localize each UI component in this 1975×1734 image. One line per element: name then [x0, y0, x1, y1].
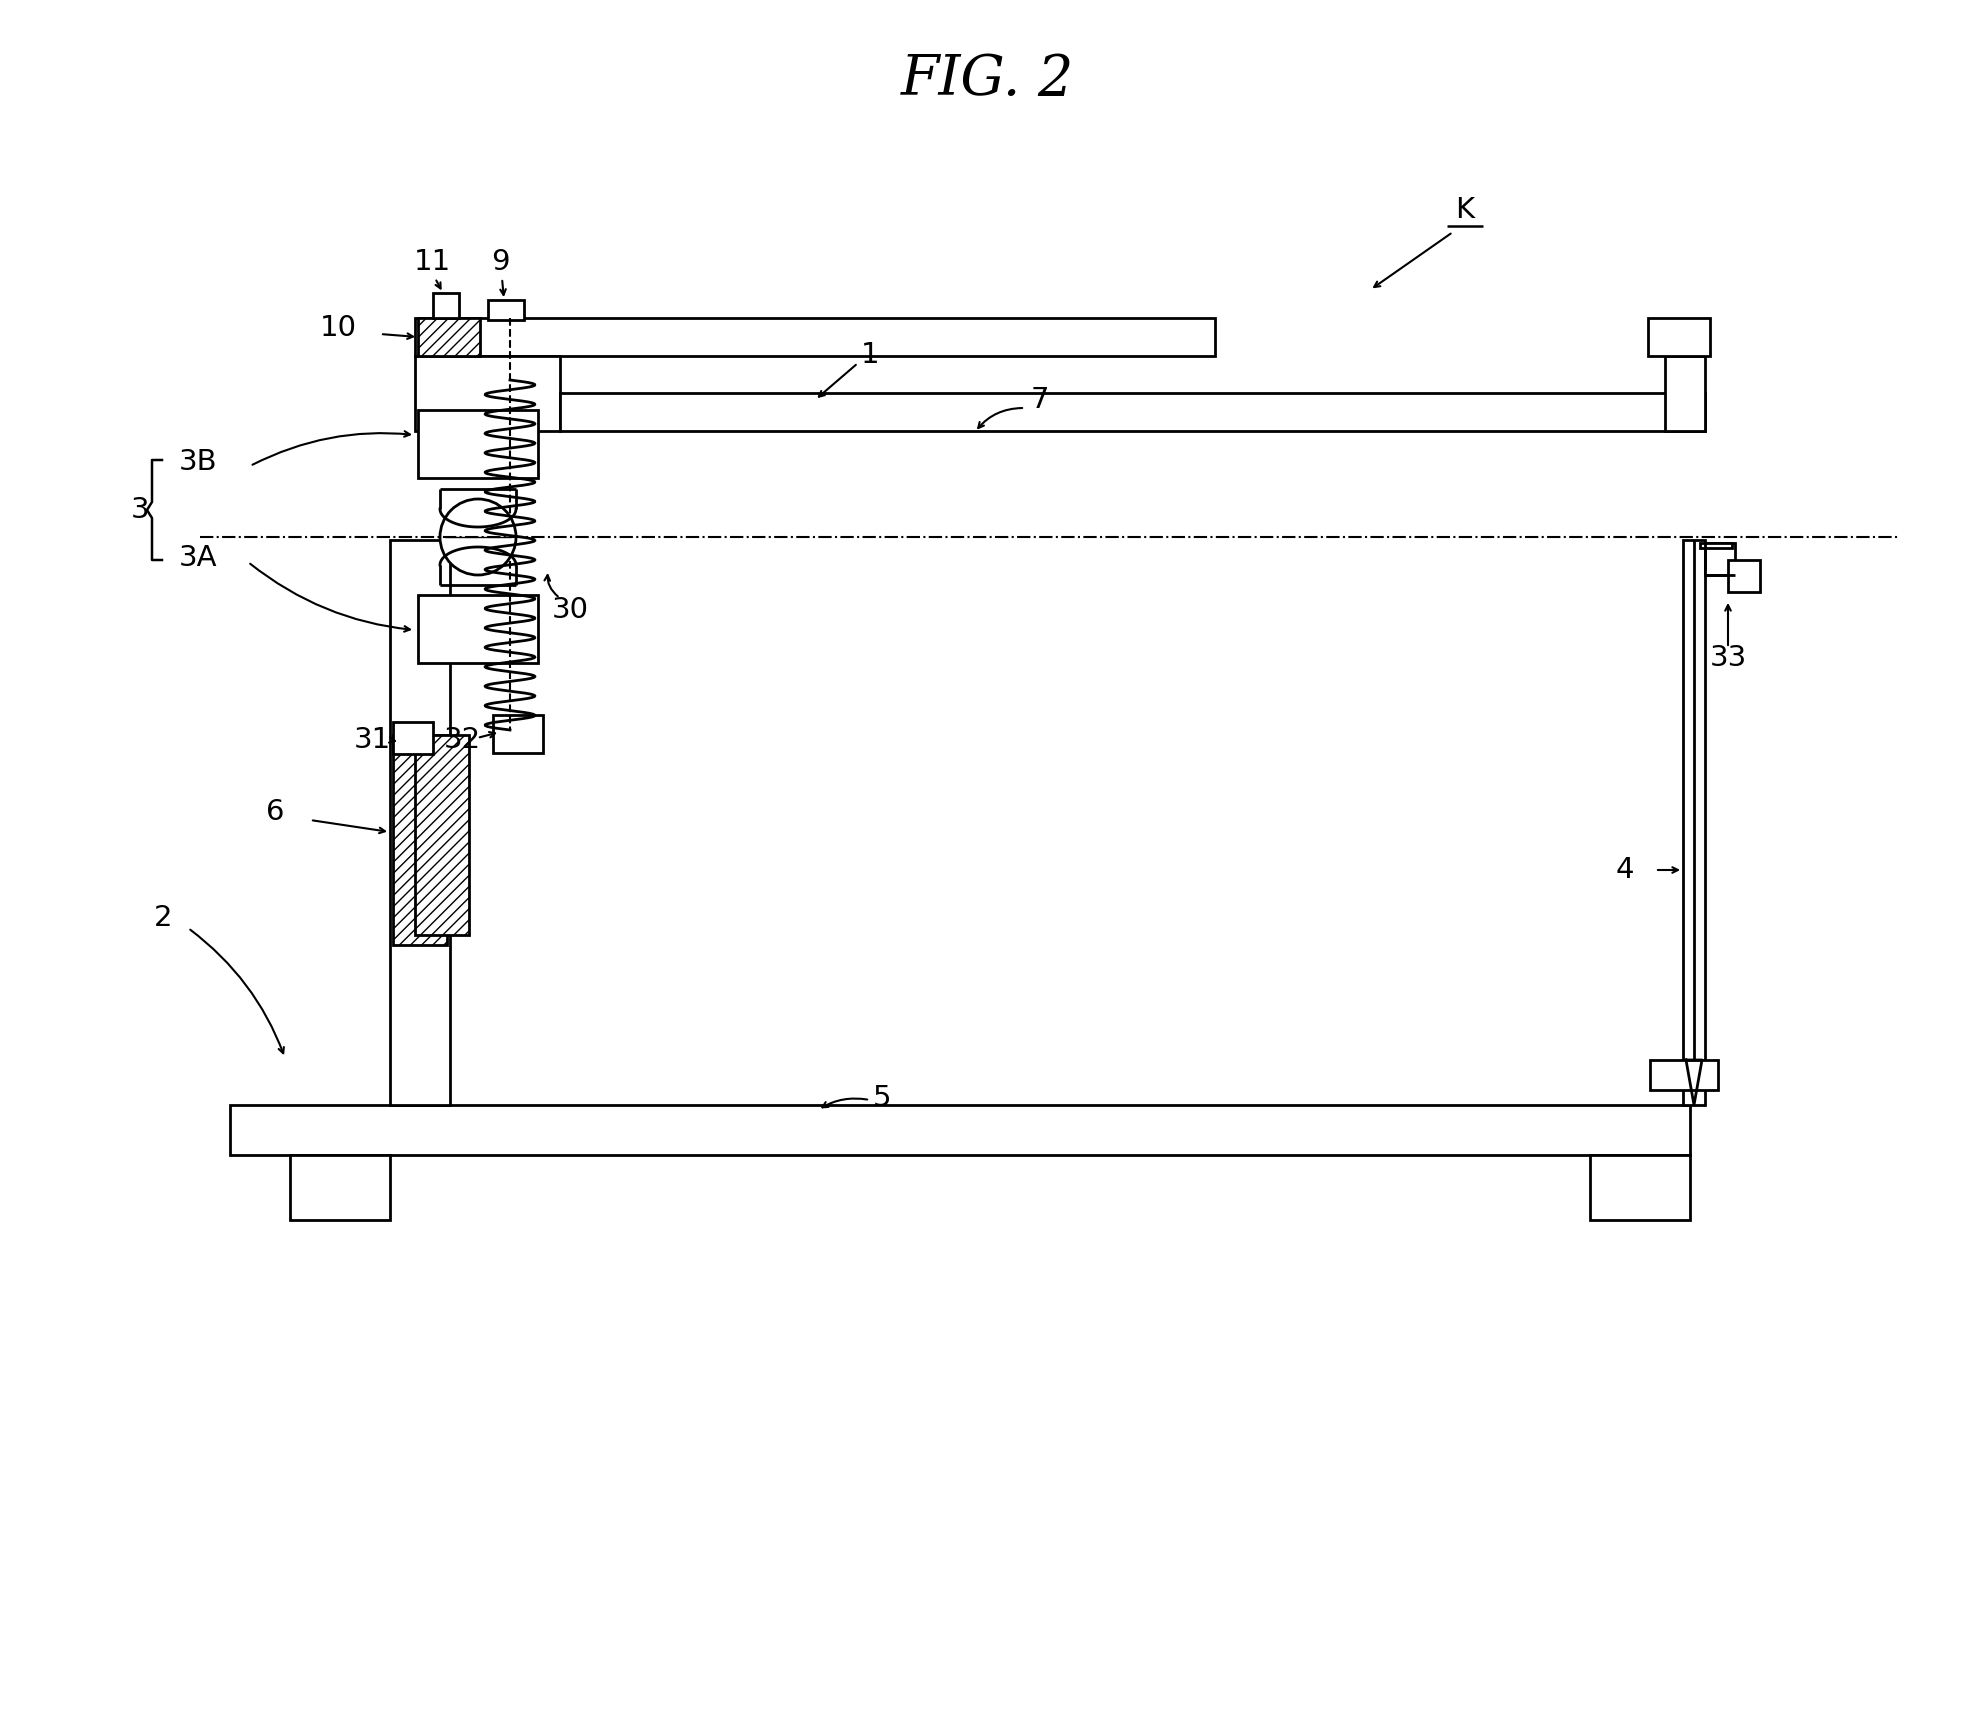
Text: 3: 3 [130, 496, 150, 524]
Text: 11: 11 [413, 248, 450, 276]
Bar [494, 714, 543, 753]
Bar [1647, 317, 1710, 355]
Bar [290, 1155, 389, 1221]
Bar [1700, 543, 1732, 548]
Bar [1649, 1059, 1718, 1091]
Text: 7: 7 [1031, 387, 1049, 414]
Bar [415, 317, 1215, 355]
Bar [229, 1105, 1691, 1155]
Bar [1665, 355, 1704, 432]
Bar [419, 595, 537, 662]
Text: 2: 2 [154, 903, 172, 931]
Text: 3A: 3A [180, 544, 217, 572]
Bar [1590, 1155, 1691, 1221]
Bar [1683, 539, 1704, 1105]
Text: 31: 31 [354, 727, 391, 754]
Bar [1728, 560, 1760, 591]
Text: 30: 30 [551, 596, 589, 624]
Text: 9: 9 [490, 248, 510, 276]
Circle shape [440, 499, 515, 576]
Text: 4: 4 [1616, 857, 1633, 884]
Bar [561, 394, 1704, 432]
Text: 1: 1 [861, 342, 879, 369]
Text: 32: 32 [444, 727, 480, 754]
Bar [393, 721, 433, 754]
Bar [419, 317, 480, 355]
Bar [415, 355, 561, 432]
Text: FIG. 2: FIG. 2 [901, 52, 1074, 108]
Text: 5: 5 [873, 1084, 891, 1111]
Text: 3B: 3B [178, 447, 217, 477]
Bar [1704, 543, 1734, 576]
Text: 6: 6 [267, 798, 284, 825]
Bar [419, 409, 537, 479]
Bar [415, 735, 468, 935]
Bar [389, 539, 450, 1105]
Bar [488, 300, 523, 321]
Text: K: K [1456, 196, 1475, 224]
Bar [393, 735, 446, 945]
Text: 10: 10 [320, 314, 357, 342]
Text: 33: 33 [1710, 643, 1746, 673]
Bar [433, 293, 458, 317]
